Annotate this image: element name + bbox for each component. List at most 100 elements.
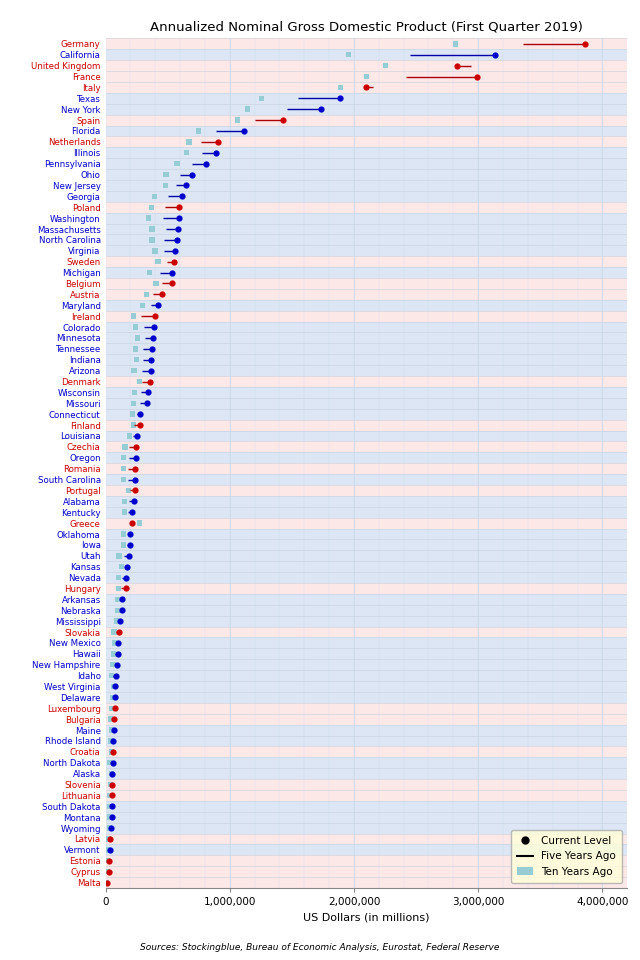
Bar [106,735,627,747]
Bar [146,215,151,221]
Bar [106,376,627,387]
Bar [106,93,627,104]
Bar [111,684,116,689]
Bar [107,793,112,798]
Bar [147,270,152,276]
Bar [106,289,627,300]
Bar [121,455,127,461]
Bar [137,520,143,526]
Bar [136,379,141,384]
Bar [106,517,627,529]
Bar [149,204,154,210]
Bar [235,117,240,123]
Bar [453,41,458,47]
Bar [144,292,149,297]
Bar [338,84,343,90]
Bar [106,845,627,855]
Bar [120,466,126,471]
Bar [140,302,145,308]
Bar [152,194,157,199]
Bar [106,648,627,660]
Bar [126,488,131,493]
Bar [106,529,627,540]
Bar [106,82,627,93]
Bar [106,474,627,485]
Bar [131,313,136,319]
Bar [163,172,169,178]
Bar [106,354,627,365]
Bar [106,605,627,615]
Bar [132,390,137,396]
Bar [112,640,117,646]
Bar [106,38,627,49]
Bar [105,858,111,863]
Bar [131,400,136,406]
Bar [106,300,627,311]
Bar [106,246,627,256]
Bar [106,234,627,246]
Bar [106,485,627,496]
Bar [106,452,627,464]
Bar [106,311,627,322]
Bar [110,662,116,667]
Bar [186,139,191,145]
Bar [106,430,627,442]
Bar [108,738,114,744]
Bar [109,728,114,732]
Bar [149,227,155,231]
Bar [259,96,264,101]
Bar [106,790,627,801]
Bar [106,332,627,344]
Bar [106,136,627,147]
Bar [122,510,127,515]
Bar [106,681,627,692]
Bar [364,74,369,80]
Bar [114,618,119,624]
Bar [116,575,122,580]
Bar [149,237,155,243]
Bar [106,572,627,583]
Bar [109,771,114,777]
Bar [106,267,627,278]
Bar [106,855,627,866]
Bar [106,833,627,845]
Bar [154,280,159,286]
Bar [130,412,136,417]
Bar [121,531,127,537]
Bar [106,256,627,267]
Bar [106,866,627,877]
Legend: Current Level, Five Years Ago, Ten Years Ago: Current Level, Five Years Ago, Ten Years… [511,829,622,883]
Bar [106,627,627,637]
Bar [106,725,627,735]
Bar [108,716,113,722]
Bar [106,464,627,474]
Bar [106,713,627,725]
Bar [152,248,157,253]
Bar [163,182,168,188]
Bar [106,768,627,780]
Bar [346,52,351,58]
Bar [108,781,113,787]
Bar [106,191,627,202]
Bar [131,368,136,373]
Bar [108,804,113,809]
Bar [106,847,111,852]
Bar [127,433,132,439]
Bar [106,114,627,126]
Bar [121,542,126,547]
Bar [106,670,627,681]
Bar [106,747,627,757]
Bar [175,161,180,166]
Bar [109,749,114,755]
Bar [106,420,627,430]
Bar [106,496,627,507]
Bar [106,278,627,289]
Bar [106,823,627,833]
Bar [184,150,189,156]
Bar [106,550,627,562]
Bar [119,564,124,569]
Bar [131,422,136,428]
Bar [106,660,627,670]
Bar [106,637,627,648]
Bar [106,507,627,517]
